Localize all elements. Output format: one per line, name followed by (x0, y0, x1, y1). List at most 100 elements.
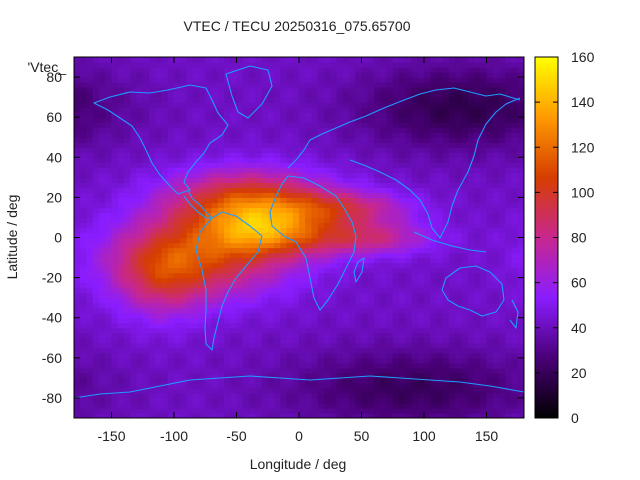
heatmap-cell (386, 262, 394, 269)
heatmap-cell (111, 242, 119, 249)
heatmap-cell (436, 337, 444, 344)
heatmap-cell (186, 182, 194, 188)
heatmap-cell (274, 272, 281, 279)
heatmap-cell (80, 357, 88, 364)
heatmap-cell (367, 342, 375, 349)
heatmap-cell (349, 302, 356, 309)
heatmap-cell (92, 387, 100, 394)
heatmap-cell (124, 347, 131, 354)
heatmap-cell (292, 207, 300, 214)
heatmap-cell (361, 307, 369, 314)
heatmap-cell (192, 87, 200, 93)
heatmap-cell (99, 212, 106, 219)
heatmap-cell (430, 322, 438, 329)
heatmap-cell (230, 272, 238, 279)
heatmap-cell (180, 102, 188, 108)
heatmap-cell (430, 297, 438, 304)
heatmap-cell (92, 217, 100, 224)
heatmap-cell (492, 162, 500, 168)
heatmap-cell (111, 177, 119, 183)
heatmap-cell (455, 167, 463, 173)
heatmap-cell (80, 67, 88, 73)
heatmap-cell (330, 317, 338, 324)
heatmap-cell (236, 167, 244, 173)
heatmap-cell (161, 122, 169, 128)
heatmap-cell (99, 267, 106, 274)
heatmap-cell (192, 182, 200, 188)
heatmap-cell (392, 157, 400, 163)
heatmap-cell (80, 392, 88, 399)
heatmap-cell (217, 202, 225, 209)
heatmap-cell (499, 277, 506, 284)
heatmap-cell (299, 82, 306, 88)
heatmap-cell (411, 362, 419, 369)
heatmap-cell (499, 82, 506, 88)
heatmap-cell (355, 282, 363, 289)
heatmap-cell (99, 157, 106, 163)
heatmap-cell (124, 387, 131, 394)
heatmap-cell (111, 302, 119, 309)
heatmap-cell (217, 222, 225, 229)
heatmap-cell (361, 332, 369, 339)
heatmap-cell (355, 182, 363, 188)
heatmap-cell (374, 312, 381, 319)
heatmap-cell (424, 367, 431, 374)
heatmap-cell (230, 107, 238, 113)
heatmap-cell (430, 372, 438, 379)
heatmap-cell (224, 82, 231, 88)
heatmap-cell (330, 137, 338, 143)
heatmap-cell (436, 247, 444, 254)
heatmap-cell (92, 252, 100, 259)
heatmap-cell (461, 97, 469, 103)
heatmap-cell (99, 387, 106, 394)
heatmap-cell (86, 272, 94, 279)
heatmap-cell (311, 252, 319, 259)
heatmap-cell (361, 67, 369, 73)
heatmap-cell (330, 147, 338, 153)
heatmap-cell (442, 262, 450, 269)
heatmap-cell (486, 192, 494, 198)
heatmap-cell (255, 87, 263, 93)
heatmap-cell (86, 377, 94, 384)
heatmap-cell (492, 302, 500, 309)
heatmap-cell (374, 342, 381, 349)
heatmap-cell (324, 322, 331, 329)
heatmap-cell (499, 297, 506, 304)
heatmap-cell (311, 277, 319, 284)
heatmap-cell (355, 377, 363, 384)
heatmap-cell (399, 377, 406, 384)
heatmap-cell (349, 367, 356, 374)
heatmap-cell (361, 322, 369, 329)
heatmap-cell (342, 152, 350, 158)
heatmap-cell (111, 192, 119, 198)
heatmap-cell (230, 277, 238, 284)
heatmap-cell (174, 222, 181, 229)
heatmap-cell (417, 277, 425, 284)
heatmap-cell (136, 302, 144, 309)
heatmap-cell (480, 332, 488, 339)
heatmap-cell (361, 157, 369, 163)
heatmap-cell (136, 387, 144, 394)
heatmap-cell (486, 282, 494, 289)
heatmap-cell (105, 147, 113, 153)
heatmap-cell (211, 197, 219, 203)
heatmap-cell (311, 352, 319, 359)
heatmap-cell (186, 357, 194, 364)
heatmap-cell (374, 242, 381, 249)
heatmap-cell (111, 62, 119, 68)
heatmap-cell (336, 92, 344, 98)
heatmap-cell (449, 112, 456, 118)
heatmap-cell (361, 387, 369, 394)
heatmap-cell (299, 397, 306, 404)
heatmap-cell (242, 82, 250, 88)
heatmap-cell (480, 317, 488, 324)
heatmap-cell (174, 217, 181, 224)
heatmap-cell (336, 297, 344, 304)
heatmap-cell (274, 412, 281, 418)
heatmap-cell (336, 122, 344, 128)
heatmap-cell (211, 367, 219, 374)
heatmap-cell (105, 167, 113, 173)
heatmap-cell (224, 202, 231, 209)
heatmap-cell (336, 147, 344, 153)
heatmap-cell (336, 332, 344, 339)
